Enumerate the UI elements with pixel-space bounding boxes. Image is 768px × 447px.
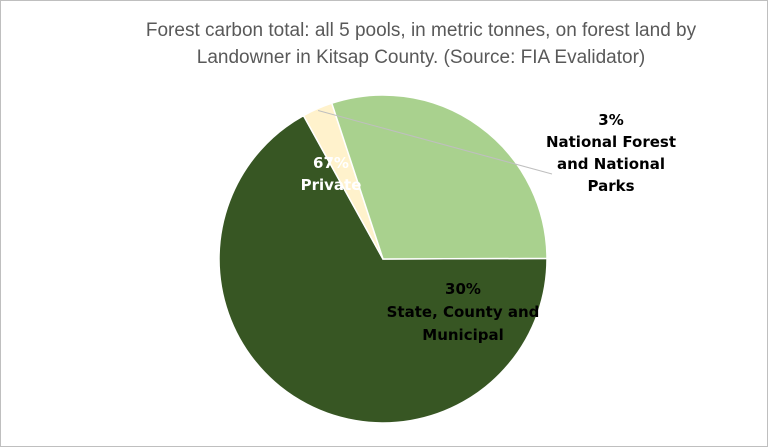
slice-label-line: Municipal <box>422 326 503 344</box>
chart-title: Forest carbon total: all 5 pools, in met… <box>61 17 767 71</box>
slice-label-2: 30% State, County and Municipal <box>387 280 540 344</box>
slice-label-line: and National <box>557 155 665 173</box>
slice-label-line: State, County and <box>387 303 540 321</box>
slice-label-line: National Forest <box>546 133 676 151</box>
slice-label-line: 3% <box>598 111 623 129</box>
slice-label-1: 3% National Forest and National Parks <box>546 111 676 195</box>
slice-label-0: 67% Private <box>301 154 362 194</box>
slice-label-line: Private <box>301 176 362 194</box>
chart-title-line-2: Landowner in Kitsap County. (Source: FIA… <box>196 47 646 68</box>
slice-label-line: 67% <box>313 154 349 172</box>
pie-slice-state-county-and-municipal <box>330 94 548 260</box>
slice-label-line: Parks <box>587 177 634 195</box>
pie-slices <box>218 94 548 424</box>
slice-label-line: 30% <box>445 280 481 298</box>
pie-labels: 67% Private 3% National Forest and National P… <box>301 111 676 344</box>
chart-title-line-1: Forest carbon total: all 5 pools, in met… <box>145 20 697 41</box>
leader-line <box>317 110 553 175</box>
pie-slice-private <box>218 114 548 424</box>
